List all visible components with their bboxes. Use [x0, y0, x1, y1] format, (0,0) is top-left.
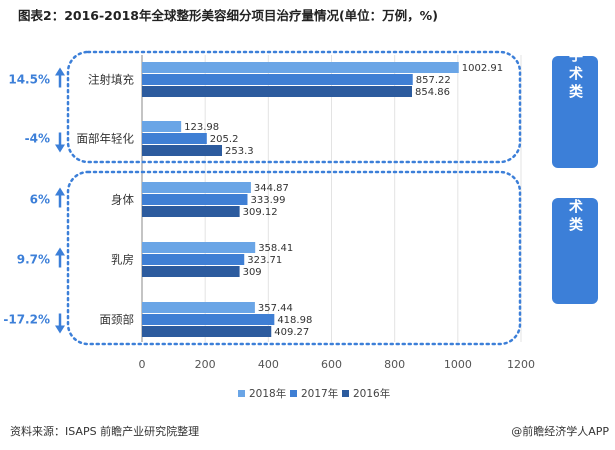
group-badge — [552, 198, 598, 304]
x-tick-label: 800 — [384, 358, 405, 371]
arrow-up-icon — [55, 187, 65, 196]
x-tick-label: 400 — [258, 358, 279, 371]
growth-label: 9.7% — [17, 253, 50, 267]
bar — [142, 242, 256, 253]
group-badge — [552, 56, 598, 168]
bar-value-label: 333.99 — [250, 195, 285, 206]
bar — [142, 326, 272, 337]
category-label: 面部年轻化 — [77, 132, 135, 146]
bar-value-label: 358.41 — [258, 243, 293, 254]
bar — [142, 86, 412, 97]
group-box-surgical — [66, 170, 522, 346]
arrow-up-icon — [55, 67, 65, 76]
bar — [142, 314, 275, 325]
x-tick-label: 1000 — [444, 358, 472, 371]
bar — [142, 182, 251, 193]
source-note: 资料来源：ISAPS 前瞻产业研究院整理 — [10, 424, 199, 438]
legend-label: 2017年 — [301, 387, 338, 400]
bar-value-label: 309.12 — [243, 207, 278, 218]
bar-value-label: 1002.91 — [462, 63, 503, 74]
legend-swatch — [290, 390, 297, 397]
x-tick-label: 200 — [195, 358, 216, 371]
bar-value-label: 205.2 — [210, 134, 239, 145]
bar — [142, 266, 240, 277]
growth-label: 14.5% — [8, 73, 50, 87]
group-badge-label: 手术类 — [567, 180, 583, 235]
bar — [142, 62, 459, 73]
category-label: 乳房 — [111, 253, 134, 267]
x-tick-label: 600 — [321, 358, 342, 371]
bar-value-label: 409.27 — [274, 327, 309, 338]
x-tick-label: 0 — [139, 358, 146, 371]
bar — [142, 133, 207, 144]
group-badge-label: 非手术类 — [567, 29, 583, 102]
bar — [142, 302, 255, 313]
bar-value-label: 357.44 — [258, 303, 293, 314]
category-label: 面颈部 — [100, 313, 135, 327]
bar-value-label: 309 — [243, 267, 262, 278]
legend-label: 2016年 — [353, 387, 390, 400]
category-label: 身体 — [111, 193, 134, 207]
legend-label: 2018年 — [249, 387, 286, 400]
chart-title: 图表2：2016-2018年全球整形美容细分项目治疗量情况(单位：万例，%) — [18, 8, 438, 23]
bar-value-label: 253.3 — [225, 146, 254, 157]
bar-value-label: 857.22 — [416, 75, 451, 86]
bar-value-label: 123.98 — [184, 122, 219, 133]
arrow-down-icon — [55, 144, 65, 153]
bar — [142, 74, 413, 85]
arrow-up-icon — [55, 247, 65, 256]
bar — [142, 145, 223, 156]
category-label: 注射填充 — [88, 73, 134, 87]
x-tick-label: 1200 — [507, 358, 535, 371]
bar — [142, 254, 245, 265]
group-box-nonsurgical — [66, 50, 522, 164]
growth-label: -17.2% — [3, 313, 50, 327]
bar-value-label: 854.86 — [415, 87, 450, 98]
bar — [142, 121, 182, 132]
bar-value-label: 418.98 — [277, 315, 312, 326]
legend-swatch — [238, 390, 245, 397]
bar — [142, 194, 248, 205]
bar-value-label: 323.71 — [247, 255, 282, 266]
plot-area: 0 200 400 600 800 1000 1200 1002.91 857.22854.86… — [3, 29, 598, 371]
bar — [142, 206, 240, 217]
arrow-down-icon — [55, 325, 65, 334]
brand-credit: @前瞻经济学人APP — [511, 424, 609, 438]
bar-value-label: 344.87 — [254, 183, 289, 194]
growth-label: 6% — [30, 193, 50, 207]
growth-label: -4% — [25, 132, 50, 146]
legend-swatch — [342, 390, 349, 397]
legend: 2018年 2017年 2016年 — [238, 387, 390, 400]
